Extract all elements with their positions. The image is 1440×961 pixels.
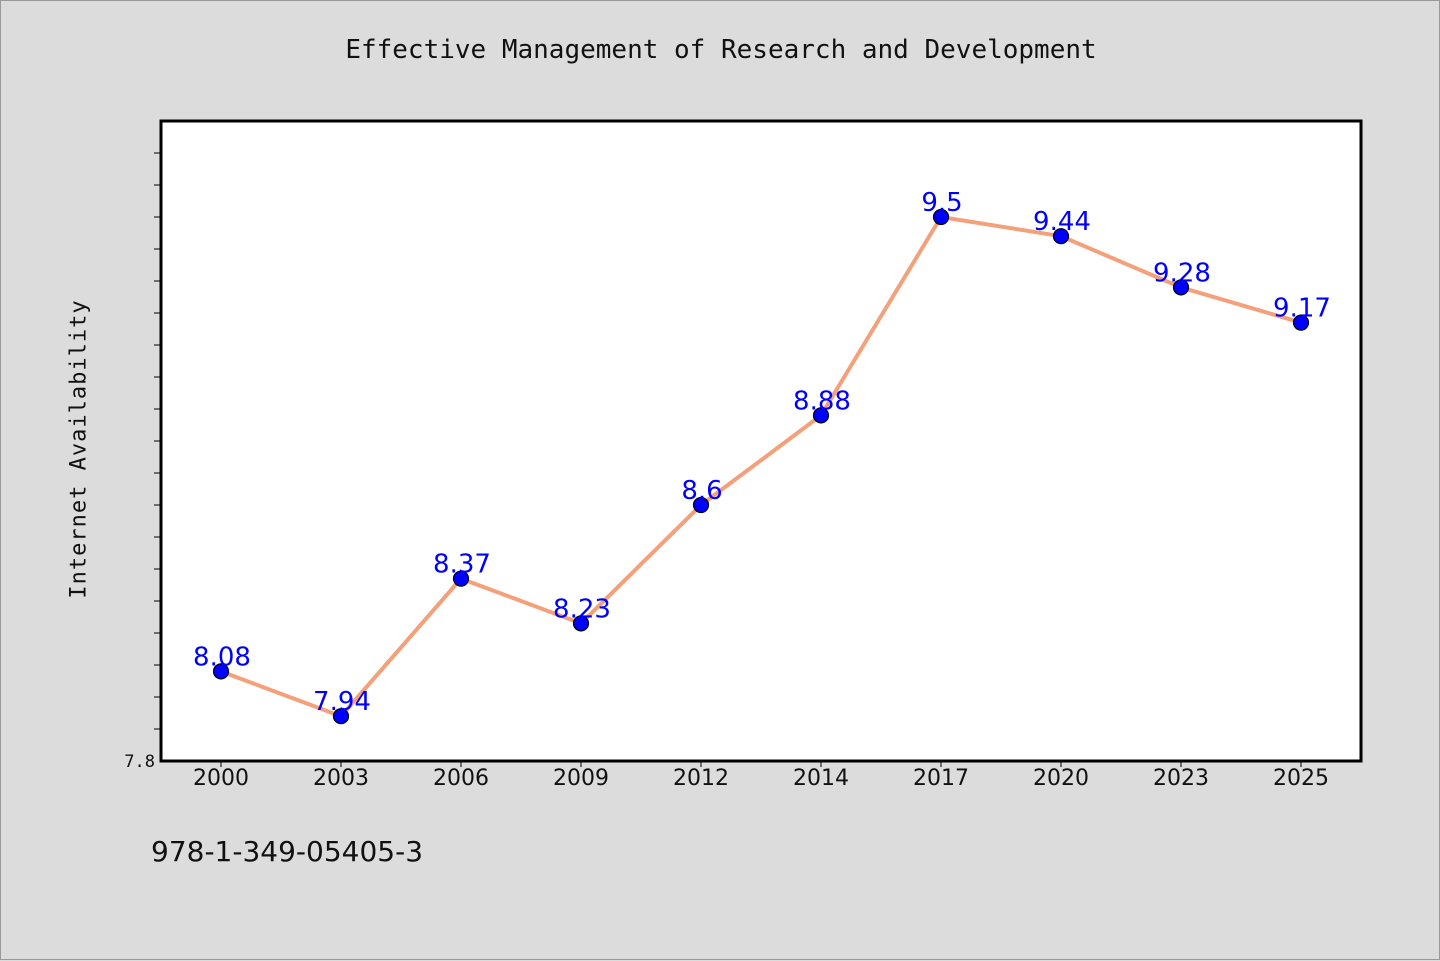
footer-code: 978-1-349-05405-3	[151, 835, 424, 868]
y-tick-label: 7.8	[124, 752, 155, 772]
data-label: 8.6	[681, 476, 722, 506]
data-point	[1052, 228, 1070, 245]
data-point	[572, 615, 590, 632]
x-tick-label: 2003	[313, 766, 369, 791]
data-label: 9.17	[1273, 294, 1331, 324]
data-point	[452, 570, 470, 587]
data-point	[932, 208, 950, 226]
data-point	[812, 407, 830, 424]
series-line	[219, 215, 1303, 719]
x-tick-label: 2014	[793, 766, 849, 791]
x-tick-label: 2012	[673, 766, 729, 791]
plot-area	[159, 119, 1363, 763]
data-label: 7.94	[313, 687, 371, 717]
data-label: 8.88	[793, 386, 851, 416]
data-label: 8.08	[193, 642, 251, 672]
x-tick-label: 2023	[1153, 766, 1209, 791]
data-point	[332, 708, 350, 725]
x-tick-label: 2009	[553, 766, 609, 791]
x-tick-label: 2006	[433, 766, 489, 791]
data-label: 9.5	[921, 188, 962, 218]
data-label: 8.23	[553, 594, 611, 624]
x-tick-label: 2000	[193, 766, 249, 791]
data-point	[1292, 314, 1310, 331]
x-tick-label: 2017	[913, 766, 969, 791]
data-label: 9.44	[1033, 207, 1091, 237]
data-label: 9.28	[1153, 258, 1211, 288]
data-point	[1172, 279, 1190, 296]
chart-title: Effective Management of Research and Dev…	[345, 35, 1097, 65]
x-tick-label: 2020	[1033, 766, 1089, 791]
data-point	[212, 663, 230, 680]
data-label: 8.37	[433, 550, 491, 580]
data-point	[692, 496, 710, 514]
x-tick-label: 2025	[1273, 766, 1329, 791]
